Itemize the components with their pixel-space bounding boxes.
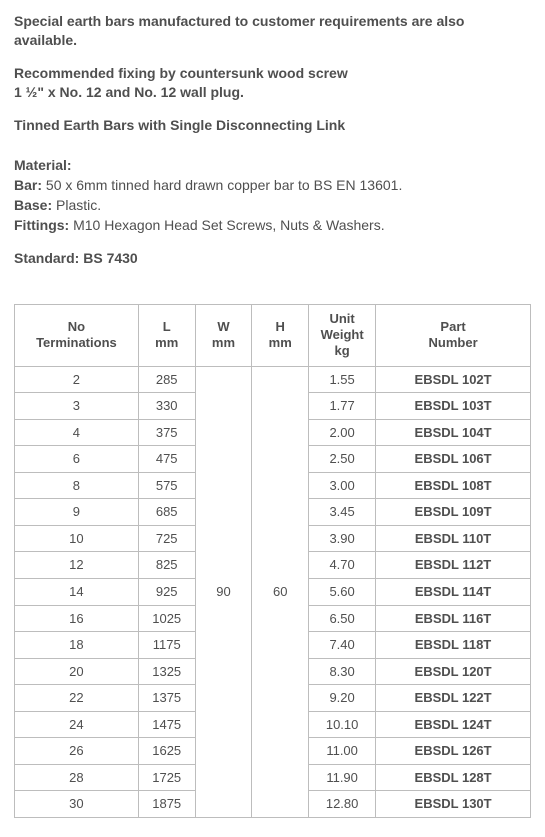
cell-part-number: EBSDL 128T [376, 764, 531, 791]
cell-length: 475 [138, 446, 195, 473]
cell-part-number: EBSDL 112T [376, 552, 531, 579]
cell-part-number: EBSDL 124T [376, 711, 531, 738]
cell-weight: 6.50 [309, 605, 376, 632]
intro-p1: Special earth bars manufactured to custo… [14, 12, 531, 50]
cell-weight: 3.00 [309, 472, 376, 499]
cell-part-number: EBSDL 109T [376, 499, 531, 526]
bar-label: Bar: [14, 177, 42, 193]
cell-part-number: EBSDL 120T [376, 658, 531, 685]
cell-part-number: EBSDL 130T [376, 791, 531, 818]
cell-weight: 2.50 [309, 446, 376, 473]
intro-p3: Tinned Earth Bars with Single Disconnect… [14, 116, 531, 135]
cell-length: 575 [138, 472, 195, 499]
table-row: 228590601.55EBSDL 102T [15, 366, 531, 393]
th-terminations: No Terminations [15, 304, 139, 366]
cell-part-number: EBSDL 126T [376, 738, 531, 765]
cell-terminations: 26 [15, 738, 139, 765]
th-part: Part Number [376, 304, 531, 366]
cell-weight: 11.00 [309, 738, 376, 765]
cell-weight: 2.00 [309, 419, 376, 446]
cell-terminations: 6 [15, 446, 139, 473]
intro-p2-line1: Recommended fixing by countersunk wood s… [14, 65, 348, 81]
cell-part-number: EBSDL 122T [376, 685, 531, 712]
material-heading: Material: [14, 157, 72, 173]
cell-length: 1725 [138, 764, 195, 791]
cell-part-number: EBSDL 116T [376, 605, 531, 632]
cell-weight: 11.90 [309, 764, 376, 791]
cell-length: 1175 [138, 632, 195, 659]
cell-length: 825 [138, 552, 195, 579]
spec-table: No Terminations L mm W mm H mm Unit Weig… [14, 304, 531, 818]
cell-weight: 9.20 [309, 685, 376, 712]
cell-part-number: EBSDL 114T [376, 579, 531, 606]
cell-part-number: EBSDL 106T [376, 446, 531, 473]
th-height: H mm [252, 304, 309, 366]
cell-terminations: 9 [15, 499, 139, 526]
cell-width-shared: 90 [195, 366, 252, 817]
cell-length: 1875 [138, 791, 195, 818]
cell-terminations: 3 [15, 393, 139, 420]
cell-height-shared: 60 [252, 366, 309, 817]
cell-terminations: 16 [15, 605, 139, 632]
cell-weight: 1.77 [309, 393, 376, 420]
material-block: Material: Bar: 50 x 6mm tinned hard draw… [14, 156, 531, 235]
intro-p2-line2: 1 ½" x No. 12 and No. 12 wall plug. [14, 84, 244, 100]
intro-p2: Recommended fixing by countersunk wood s… [14, 64, 531, 102]
cell-weight: 1.55 [309, 366, 376, 393]
cell-terminations: 2 [15, 366, 139, 393]
table-header-row: No Terminations L mm W mm H mm Unit Weig… [15, 304, 531, 366]
cell-terminations: 10 [15, 525, 139, 552]
cell-part-number: EBSDL 102T [376, 366, 531, 393]
cell-weight: 4.70 [309, 552, 376, 579]
cell-part-number: EBSDL 104T [376, 419, 531, 446]
fittings-label: Fittings: [14, 217, 69, 233]
th-width: W mm [195, 304, 252, 366]
cell-length: 375 [138, 419, 195, 446]
cell-length: 925 [138, 579, 195, 606]
cell-length: 1025 [138, 605, 195, 632]
cell-terminations: 4 [15, 419, 139, 446]
base-label: Base: [14, 197, 52, 213]
cell-terminations: 24 [15, 711, 139, 738]
cell-length: 685 [138, 499, 195, 526]
standard-label: Standard: BS 7430 [14, 249, 531, 268]
cell-weight: 10.10 [309, 711, 376, 738]
cell-terminations: 14 [15, 579, 139, 606]
fittings-value: M10 Hexagon Head Set Screws, Nuts & Wash… [69, 217, 384, 233]
th-length: L mm [138, 304, 195, 366]
cell-part-number: EBSDL 118T [376, 632, 531, 659]
cell-terminations: 20 [15, 658, 139, 685]
cell-part-number: EBSDL 110T [376, 525, 531, 552]
cell-length: 1325 [138, 658, 195, 685]
cell-terminations: 30 [15, 791, 139, 818]
cell-length: 1625 [138, 738, 195, 765]
table-body: 228590601.55EBSDL 102T33301.77EBSDL 103T… [15, 366, 531, 817]
cell-length: 725 [138, 525, 195, 552]
cell-part-number: EBSDL 108T [376, 472, 531, 499]
cell-length: 285 [138, 366, 195, 393]
cell-weight: 3.45 [309, 499, 376, 526]
cell-terminations: 12 [15, 552, 139, 579]
intro-text: Special earth bars manufactured to custo… [14, 12, 531, 134]
cell-terminations: 8 [15, 472, 139, 499]
cell-weight: 8.30 [309, 658, 376, 685]
cell-length: 1375 [138, 685, 195, 712]
cell-terminations: 18 [15, 632, 139, 659]
cell-weight: 12.80 [309, 791, 376, 818]
cell-terminations: 28 [15, 764, 139, 791]
cell-weight: 5.60 [309, 579, 376, 606]
cell-weight: 7.40 [309, 632, 376, 659]
cell-terminations: 22 [15, 685, 139, 712]
cell-length: 330 [138, 393, 195, 420]
th-weight: Unit Weight kg [309, 304, 376, 366]
bar-value: 50 x 6mm tinned hard drawn copper bar to… [42, 177, 402, 193]
cell-part-number: EBSDL 103T [376, 393, 531, 420]
base-value: Plastic. [52, 197, 101, 213]
cell-weight: 3.90 [309, 525, 376, 552]
cell-length: 1475 [138, 711, 195, 738]
